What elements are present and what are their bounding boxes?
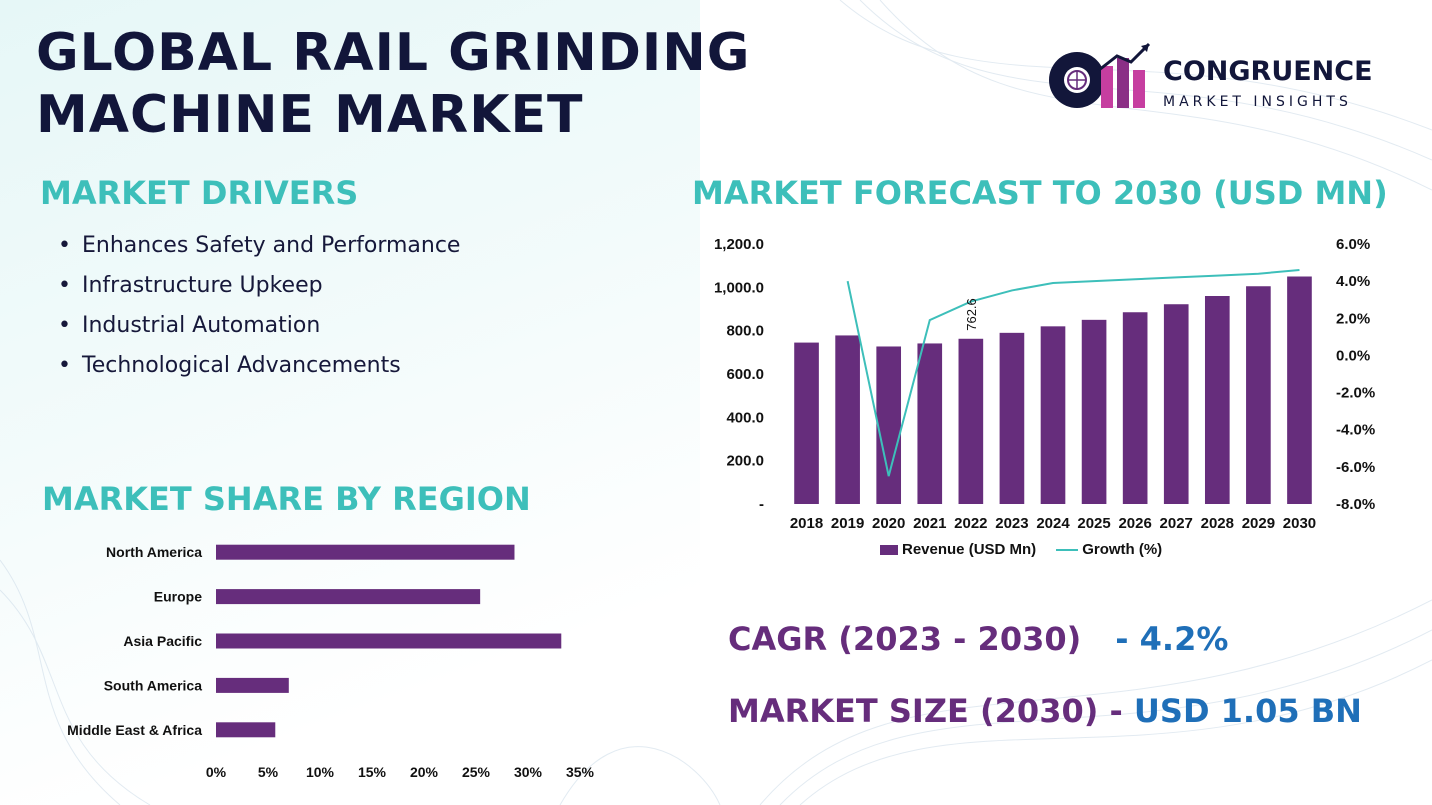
x-axis-tick-label: 2018 [790, 515, 823, 532]
region-share-bar [216, 722, 276, 738]
region-category-label: North America [106, 544, 202, 560]
region-heading: MARKET SHARE BY REGION [42, 480, 531, 518]
x-axis-tick-label: 2019 [831, 515, 864, 532]
region-axis-tick-label: 15% [358, 764, 387, 780]
drivers-list-item: • Technological Advancements [58, 353, 401, 378]
region-axis-tick-label: 35% [566, 764, 595, 780]
forecast-legend: Revenue (USD Mn) Growth (%) [880, 541, 1162, 558]
drivers-item-text: Technological Advancements [82, 353, 401, 378]
right-axis-tick-label: 2.0% [1336, 310, 1370, 327]
revenue-bar [1204, 296, 1230, 504]
revenue-bar [794, 342, 819, 504]
left-axis-tick-label: 200.0 [726, 453, 764, 470]
drivers-list: • Enhances Safety and Performance • Infras… [58, 226, 460, 386]
left-axis-tick-label: 600.0 [726, 366, 764, 383]
legend-label-revenue: Revenue (USD Mn) [902, 541, 1037, 558]
legend-swatch-growth [1056, 549, 1079, 552]
drivers-list-item: • Infrastructure Upkeep [58, 273, 323, 298]
drivers-list-item: • Industrial Automation [58, 313, 321, 338]
right-axis-tick-label: -8.0% [1336, 496, 1375, 513]
revenue-bar [835, 335, 860, 504]
right-axis-tick-label: 6.0% [1336, 236, 1370, 253]
region-axis-tick-label: 10% [306, 764, 335, 780]
market-size-stat: MARKET SIZE (2030) - USD 1.05 BN [728, 692, 1362, 730]
drivers-list-item: • Enhances Safety and Performance [58, 233, 461, 258]
x-axis-tick-label: 2028 [1201, 515, 1234, 532]
revenue-bar [917, 343, 943, 504]
market-size-label: MARKET SIZE (2030) - [728, 692, 1123, 730]
x-axis-tick-label: 2026 [1118, 515, 1151, 532]
region-category-label: Asia Pacific [123, 633, 202, 649]
right-axis-tick-label: -4.0% [1336, 422, 1375, 439]
growth-line [846, 269, 1300, 477]
region-axis-tick-label: 5% [258, 764, 279, 780]
revenue-bar [1081, 319, 1107, 504]
bar-data-label: 762.6 [964, 298, 979, 331]
revenue-bar [1163, 304, 1189, 504]
market-size-value: USD 1.05 BN [1133, 692, 1362, 730]
logo-mark-icon [1049, 42, 1151, 108]
region-axis-tick-label: 25% [462, 764, 491, 780]
region-share-bar [216, 677, 289, 693]
legend-swatch-revenue [880, 545, 898, 556]
logo-brand-text: CONGRUENCE [1163, 56, 1373, 87]
left-axis-tick-label: 1,200.0 [714, 236, 764, 253]
right-axis-tick-label: 0.0% [1336, 347, 1370, 364]
drivers-item-text: Enhances Safety and Performance [82, 233, 461, 258]
revenue-bar [1287, 276, 1312, 504]
drivers-item-text: Infrastructure Upkeep [82, 273, 323, 298]
x-axis-tick-label: 2024 [1036, 515, 1070, 532]
region-category-label: Middle East & Africa [67, 722, 202, 738]
page-title: GLOBAL RAIL GRINDING MACHINE MARKET [36, 22, 750, 146]
region-axis-tick-label: 20% [410, 764, 439, 780]
region-axis-tick-label: 0% [206, 764, 227, 780]
x-axis-tick-label: 2022 [954, 515, 987, 532]
region-share-bar [216, 633, 562, 649]
revenue-bar [1246, 286, 1271, 504]
region-category-label: Europe [154, 589, 202, 605]
cagr-value: - 4.2% [1115, 620, 1229, 658]
region-share-bar [216, 544, 515, 560]
right-axis-tick-label: 4.0% [1336, 273, 1370, 290]
left-axis-tick-label: - [759, 496, 764, 513]
drivers-heading: MARKET DRIVERS [40, 174, 359, 212]
region-share-bar [216, 589, 481, 605]
left-axis-tick-label: 1,000.0 [714, 279, 764, 296]
forecast-heading: MARKET FORECAST TO 2030 (USD MN) [692, 174, 1388, 212]
right-axis-tick-label: -2.0% [1336, 385, 1375, 402]
left-axis-tick-label: 400.0 [726, 409, 764, 426]
left-background-panel [0, 0, 700, 805]
page-title-line1: GLOBAL RAIL GRINDING [36, 23, 751, 83]
right-axis-tick-label: -6.0% [1336, 459, 1375, 476]
x-axis-tick-label: 2029 [1242, 515, 1275, 532]
x-axis-tick-label: 2025 [1077, 515, 1110, 532]
logo-tagline-text: MARKET INSIGHTS [1163, 94, 1352, 110]
revenue-bar [1122, 312, 1148, 504]
x-axis-tick-label: 2020 [872, 515, 905, 532]
x-axis-tick-label: 2021 [913, 515, 946, 532]
cagr-stat: CAGR (2023 - 2030) - 4.2% [728, 620, 1228, 658]
left-axis-tick-label: 800.0 [726, 323, 764, 340]
revenue-bar [1040, 326, 1066, 504]
region-axis-tick-label: 30% [514, 764, 543, 780]
page-title-line2: MACHINE MARKET [36, 85, 584, 145]
company-logo: CONGRUENCE MARKET INSIGHTS [1045, 40, 1395, 116]
drivers-item-text: Industrial Automation [82, 313, 321, 338]
x-axis-tick-label: 2027 [1160, 515, 1193, 532]
legend-label-growth: Growth (%) [1082, 541, 1163, 558]
revenue-bar [958, 338, 984, 504]
x-axis-tick-label: 2023 [995, 515, 1028, 532]
x-axis-tick-label: 2030 [1283, 515, 1316, 532]
region-category-label: South America [104, 677, 202, 693]
revenue-bar [876, 346, 902, 504]
revenue-bar [999, 332, 1025, 504]
cagr-label: CAGR (2023 - 2030) [728, 620, 1082, 658]
